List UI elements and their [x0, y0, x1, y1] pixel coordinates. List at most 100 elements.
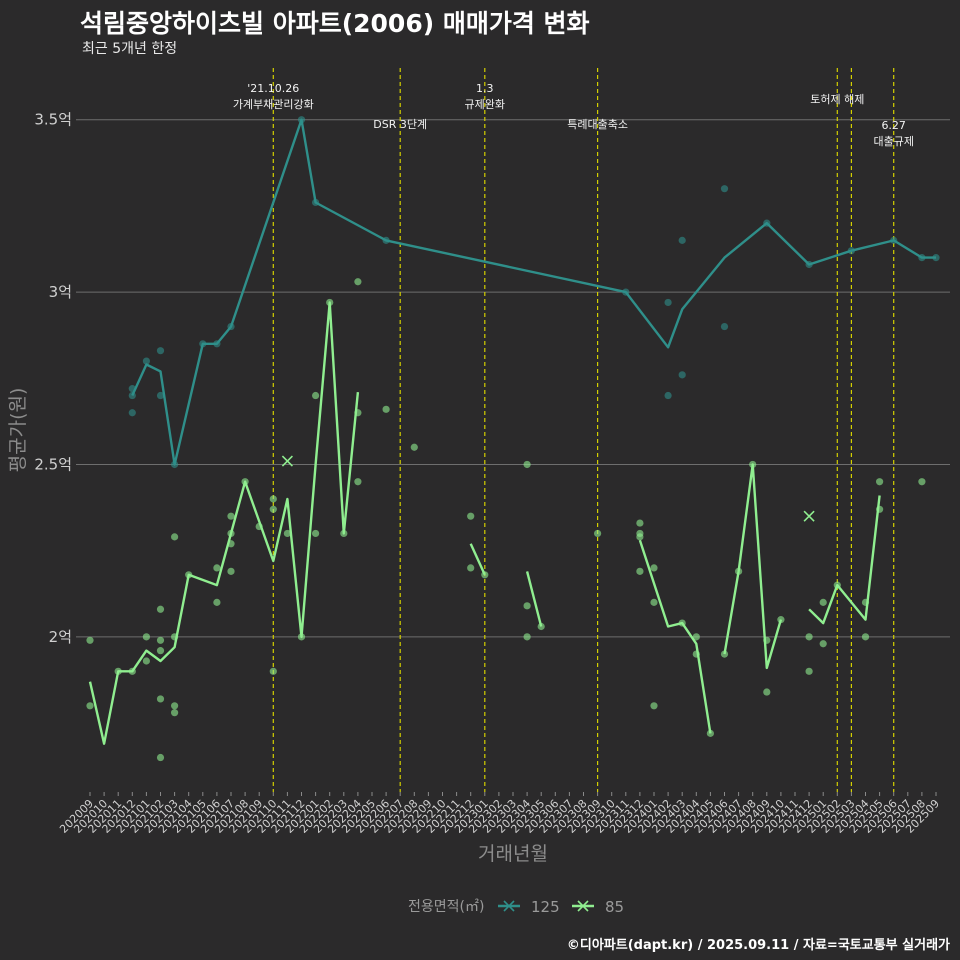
event-label: 6.27 대출규제 — [873, 119, 913, 148]
data-point-125 — [156, 347, 165, 355]
data-point-85 — [142, 633, 150, 641]
data-point-85 — [678, 619, 686, 627]
data-point-125 — [932, 254, 940, 262]
data-point-85 — [171, 709, 179, 717]
y-tick-label: 2.5억 — [34, 455, 72, 473]
series-line-85 — [525, 571, 543, 627]
data-point-85 — [255, 522, 263, 531]
legend-swatch-cross — [577, 900, 589, 912]
data-point-85 — [340, 529, 348, 538]
data-point-85 — [861, 633, 870, 641]
data-point-85 — [481, 571, 489, 579]
data-point-125 — [763, 219, 771, 227]
data-point-85 — [523, 633, 531, 641]
data-point-125 — [128, 409, 136, 417]
event-label: '21.10.26 가계부채관리강화 — [233, 82, 314, 111]
cancelled-point-85 — [803, 510, 815, 522]
legend-item-125: 125 — [498, 898, 560, 916]
data-point-125 — [128, 385, 136, 393]
data-point-125 — [128, 391, 136, 400]
series-line-85 — [88, 301, 360, 745]
data-point-85 — [227, 540, 235, 548]
series-line-85 — [469, 543, 486, 576]
series-line-125 — [131, 118, 936, 466]
legend-swatch-cross — [503, 900, 515, 912]
event-label: 특례대출축소 — [567, 118, 628, 131]
data-point-85 — [636, 567, 644, 575]
data-point-85 — [382, 405, 390, 413]
data-point-85 — [156, 647, 165, 655]
data-point-125 — [171, 460, 179, 469]
data-point-85 — [777, 616, 785, 624]
data-point-85 — [227, 567, 235, 575]
data-point-125 — [847, 247, 856, 255]
y-tick-label: 2억 — [49, 628, 72, 646]
data-point-85 — [114, 667, 122, 675]
data-point-85 — [142, 657, 150, 665]
data-point-85 — [227, 529, 235, 538]
data-point-85 — [523, 602, 531, 610]
legend-label: 125 — [531, 898, 560, 916]
legend-title: 전용면적(㎡) — [408, 899, 484, 915]
data-point-85 — [156, 605, 165, 613]
data-point-85 — [805, 667, 813, 675]
data-point-85 — [636, 533, 644, 541]
data-point-85 — [918, 478, 926, 486]
data-point-85 — [594, 529, 602, 538]
cancelled-mark-stroke — [281, 455, 293, 467]
data-point-85 — [467, 512, 475, 520]
data-point-85 — [692, 650, 700, 658]
data-point-85 — [128, 667, 136, 675]
data-point-85 — [156, 636, 165, 644]
data-point-85 — [805, 633, 813, 641]
data-point-125 — [312, 198, 320, 207]
data-point-85 — [876, 505, 884, 513]
data-point-85 — [819, 598, 827, 606]
data-point-85 — [227, 512, 235, 520]
data-point-85 — [720, 650, 729, 658]
data-point-125 — [678, 371, 686, 379]
data-point-85 — [523, 460, 531, 469]
data-point-125 — [199, 340, 207, 348]
data-point-125 — [156, 391, 165, 400]
series-line-85 — [808, 495, 881, 625]
data-point-125 — [227, 322, 235, 331]
legend-label: 85 — [605, 898, 624, 916]
legend-item-85: 85 — [572, 898, 624, 916]
data-point-85 — [749, 460, 757, 469]
data-point-85 — [410, 443, 418, 451]
data-point-85 — [763, 636, 771, 644]
x-axis-title: 거래년월 — [478, 843, 548, 865]
data-point-85 — [171, 533, 179, 541]
data-point-85 — [861, 598, 870, 606]
data-point-85 — [213, 564, 221, 572]
data-point-125 — [918, 254, 926, 262]
event-label: 1.3 규제완화 — [465, 82, 505, 111]
data-point-85 — [156, 695, 165, 703]
data-point-125 — [664, 298, 672, 307]
data-point-85 — [833, 581, 841, 589]
data-point-85 — [269, 667, 277, 675]
data-point-85 — [185, 571, 193, 579]
cancelled-mark-stroke — [803, 510, 815, 522]
data-point-85 — [86, 636, 94, 644]
data-point-125 — [142, 357, 150, 365]
data-point-125 — [297, 116, 306, 124]
data-point-125 — [664, 391, 672, 400]
data-point-85 — [735, 567, 743, 575]
data-point-85 — [269, 505, 277, 513]
event-label: DSR 3단계 — [373, 118, 427, 131]
data-point-85 — [692, 633, 700, 641]
data-point-85 — [650, 598, 658, 606]
data-point-85 — [467, 564, 475, 572]
data-point-85 — [819, 640, 827, 648]
data-point-85 — [213, 598, 221, 606]
data-point-85 — [650, 702, 658, 710]
chart-title: 석림중앙하이츠빌 아파트(2006) 매매가격 변화 — [80, 9, 590, 38]
data-point-85 — [537, 622, 545, 631]
data-point-85 — [86, 702, 94, 710]
data-point-125 — [382, 236, 390, 244]
data-point-85 — [636, 519, 644, 527]
